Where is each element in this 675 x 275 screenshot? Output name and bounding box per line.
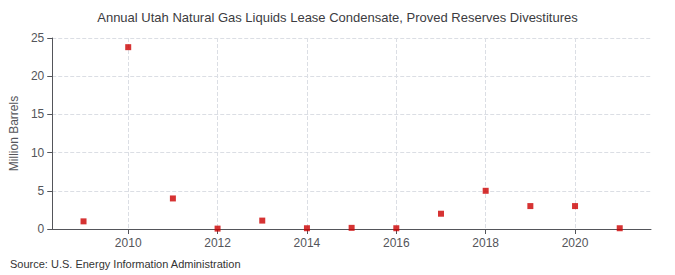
svg-text:2012: 2012: [204, 236, 231, 250]
svg-text:10: 10: [31, 146, 45, 160]
svg-text:25: 25: [31, 31, 45, 45]
svg-text:Million Barrels: Million Barrels: [7, 96, 21, 171]
svg-text:20: 20: [31, 69, 45, 83]
svg-text:0: 0: [38, 222, 45, 236]
svg-text:2018: 2018: [472, 236, 499, 250]
svg-text:2020: 2020: [562, 236, 589, 250]
svg-text:Annual Utah Natural Gas Liquid: Annual Utah Natural Gas Liquids Lease Co…: [97, 10, 578, 25]
svg-text:2010: 2010: [115, 236, 142, 250]
svg-text:15: 15: [31, 107, 45, 121]
svg-text:Source: U.S. Energy Informatio: Source: U.S. Energy Information Administ…: [10, 258, 241, 270]
svg-text:2016: 2016: [383, 236, 410, 250]
svg-text:2014: 2014: [294, 236, 321, 250]
svg-text:5: 5: [38, 184, 45, 198]
